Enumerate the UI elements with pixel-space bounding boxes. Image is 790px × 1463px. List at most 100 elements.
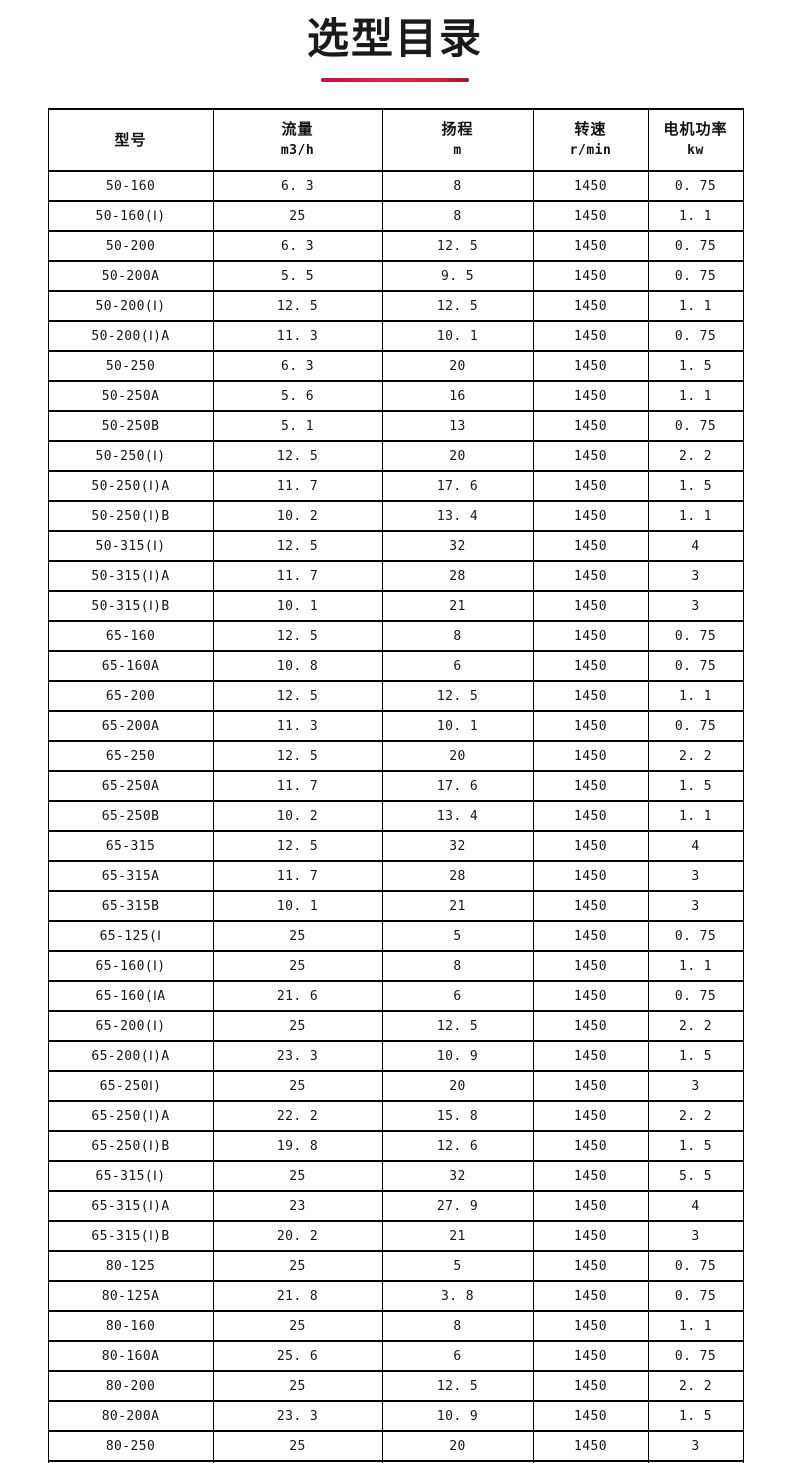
cell-flow: 25: [212, 1160, 383, 1191]
cell-head: 12. 5: [381, 1010, 534, 1041]
cell-model: 50-315(Ⅰ)A: [47, 560, 214, 591]
table-row: 65-200 12. 5 12. 5 1450 1. 1: [47, 680, 744, 711]
cell-head: 9. 5: [381, 260, 534, 291]
cell-flow: 12. 5: [212, 440, 383, 471]
cell-model: 80-160A: [47, 1340, 214, 1371]
cell-flow: 5. 6: [212, 380, 383, 411]
cell-flow: 12. 5: [212, 680, 383, 711]
cell-model: 65-250: [47, 740, 214, 771]
cell-speed: 1450: [532, 170, 649, 201]
table-row: 65-200(Ⅰ) 25 12. 5 1450 2. 2: [47, 1010, 744, 1041]
cell-speed: 1450: [532, 410, 649, 441]
cell-power: 1. 5: [647, 1400, 744, 1431]
column-header-speed: 转速 r/min: [532, 108, 649, 172]
cell-flow: 25: [212, 1370, 383, 1401]
cell-head: 21: [381, 1220, 534, 1251]
cell-head: 10. 1: [381, 320, 534, 351]
cell-speed: 1450: [532, 1010, 649, 1041]
table-row: 50-250(Ⅰ) 12. 5 20 1450 2. 2: [47, 440, 744, 471]
table-row: 65-250 12. 5 20 1450 2. 2: [47, 740, 744, 771]
cell-model: 65-200A: [47, 710, 214, 741]
cell-flow: 6. 3: [212, 170, 383, 201]
cell-flow: 12. 5: [212, 740, 383, 771]
cell-model: 65-160(Ⅰ): [47, 950, 214, 981]
cell-head: 21: [381, 890, 534, 921]
table-row: 65-315(Ⅰ)A 23 27. 9 1450 4: [47, 1190, 744, 1221]
cell-model: 65-250(Ⅰ)B: [47, 1130, 214, 1161]
cell-speed: 1450: [532, 710, 649, 741]
table-row: 65-250(Ⅰ)B 19. 8 12. 6 1450 1. 5: [47, 1130, 744, 1161]
table-row: 50-160(Ⅰ) 25 8 1450 1. 1: [47, 200, 744, 231]
cell-power: 1. 1: [647, 200, 744, 231]
cell-model: 50-250B: [47, 410, 214, 441]
cell-speed: 1450: [532, 740, 649, 771]
cell-speed: 1450: [532, 1100, 649, 1131]
table-row: 65-250(Ⅰ)A 22. 2 15. 8 1450 2. 2: [47, 1100, 744, 1131]
cell-power: 4: [647, 530, 744, 561]
cell-power: 0. 75: [647, 1340, 744, 1371]
cell-power: 1. 5: [647, 770, 744, 801]
cell-power: 0. 75: [647, 920, 744, 951]
table-row: 65-200(Ⅰ)A 23. 3 10. 9 1450 1. 5: [47, 1040, 744, 1071]
cell-flow: 5. 5: [212, 260, 383, 291]
table-row: 80-160 25 8 1450 1. 1: [47, 1310, 744, 1341]
table-row: 50-200 6. 3 12. 5 1450 0. 75: [47, 230, 744, 261]
cell-flow: 25: [212, 1010, 383, 1041]
cell-head: 32: [381, 530, 534, 561]
cell-model: 80-200: [47, 1370, 214, 1401]
cell-flow: 25: [212, 1310, 383, 1341]
cell-head: 20: [381, 350, 534, 381]
table-row: 50-250(Ⅰ)A 11. 7 17. 6 1450 1. 5: [47, 470, 744, 501]
cell-head: 20: [381, 1070, 534, 1101]
table-row: 50-200(Ⅰ) 12. 5 12. 5 1450 1. 1: [47, 290, 744, 321]
cell-power: 1. 5: [647, 350, 744, 381]
cell-head: 20: [381, 1430, 534, 1461]
cell-flow: 6. 3: [212, 230, 383, 261]
table-row: 50-315(Ⅰ)B 10. 1 21 1450 3: [47, 590, 744, 621]
cell-model: 50-250(Ⅰ)A: [47, 470, 214, 501]
cell-head: 28: [381, 560, 534, 591]
table-row: 50-250B 5. 1 13 1450 0. 75: [47, 410, 744, 441]
cell-flow: 10. 1: [212, 590, 383, 621]
cell-model: 80-250: [47, 1430, 214, 1461]
column-header-speed-unit: r/min: [569, 143, 612, 158]
cell-model: 80-160: [47, 1310, 214, 1341]
cell-power: 2. 2: [647, 440, 744, 471]
cell-model: 65-200(Ⅰ)A: [47, 1040, 214, 1071]
cell-model: 50-200: [47, 230, 214, 261]
cell-head: 20: [381, 740, 534, 771]
table-row: 50-250(Ⅰ)B 10. 2 13. 4 1450 1. 1: [47, 500, 744, 531]
cell-speed: 1450: [532, 260, 649, 291]
cell-model: 50-250(Ⅰ)B: [47, 500, 214, 531]
title-block: 选型目录: [0, 0, 790, 82]
column-header-flow-unit: m3/h: [280, 143, 315, 158]
cell-power: 3: [647, 1430, 744, 1461]
cell-speed: 1450: [532, 1220, 649, 1251]
cell-speed: 1450: [532, 680, 649, 711]
cell-flow: 23: [212, 1190, 383, 1221]
cell-speed: 1450: [532, 1190, 649, 1221]
cell-head: 5: [381, 1250, 534, 1281]
cell-power: 1. 1: [647, 800, 744, 831]
cell-speed: 1450: [532, 590, 649, 621]
table-row: 65-160 12. 5 8 1450 0. 75: [47, 620, 744, 651]
table-row: 65-315(Ⅰ)B 20. 2 21 1450 3: [47, 1220, 744, 1251]
cell-power: 0. 75: [647, 410, 744, 441]
cell-speed: 1450: [532, 1430, 649, 1461]
title-underline-accent: [321, 78, 469, 82]
cell-power: 1. 1: [647, 680, 744, 711]
cell-power: 5. 5: [647, 1160, 744, 1191]
column-header-model: 型号: [47, 108, 214, 172]
cell-speed: 1450: [532, 350, 649, 381]
cell-power: 2. 2: [647, 1010, 744, 1041]
cell-head: 20: [381, 440, 534, 471]
cell-power: 3: [647, 560, 744, 591]
table-row: 80-125 25 5 1450 0. 75: [47, 1250, 744, 1281]
column-header-head-unit: m: [453, 143, 462, 158]
cell-speed: 1450: [532, 230, 649, 261]
cell-speed: 1450: [532, 1070, 649, 1101]
cell-speed: 1450: [532, 530, 649, 561]
cell-flow: 10. 2: [212, 800, 383, 831]
